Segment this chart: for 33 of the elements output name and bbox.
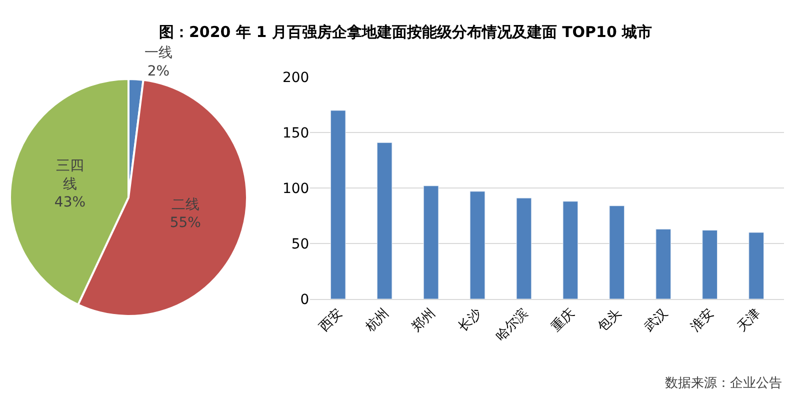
bar (423, 186, 439, 299)
slice-label: 三四线 (56, 158, 84, 192)
data-label: 43% (54, 194, 86, 211)
x-tick-label: 包头 (595, 306, 624, 335)
y-tick-label: 100 (282, 180, 310, 197)
source-note: 数据来源：企业公告 (665, 376, 782, 391)
text: 图：2020 年 1 月百强房企拿地建面按能级分布情况及建面 TOP10 城市 (159, 23, 652, 41)
x-tick-label: 淮安 (688, 305, 718, 335)
x-tick-label: 哈尔滨 (492, 305, 532, 344)
bar (470, 191, 486, 299)
x-tick-label: 重庆 (548, 306, 578, 335)
x-tick-label: 郑州 (409, 306, 438, 335)
data-label: 2% (147, 63, 170, 80)
bar (330, 110, 346, 299)
bar (609, 206, 625, 299)
x-tick-label: 天津 (734, 306, 764, 335)
bar (656, 228, 672, 299)
bar (748, 232, 764, 299)
x-tick-label: 西安 (316, 305, 346, 335)
x-tick-label: 武汉 (642, 306, 671, 335)
slice-label: 一线 (144, 45, 172, 62)
y-tick-label: 150 (282, 126, 310, 142)
y-tick-label: 0 (300, 292, 310, 308)
bar (562, 201, 578, 299)
y-tick-label: 200 (282, 70, 310, 86)
data-label: 55% (170, 215, 201, 232)
slice-label: 二线 (171, 196, 200, 213)
bar (702, 230, 718, 299)
x-tick-label: 长沙 (456, 306, 485, 335)
bar (376, 142, 392, 299)
bar (516, 198, 532, 299)
y-tick-label: 50 (291, 236, 310, 252)
x-tick-label: 杭州 (362, 306, 392, 336)
